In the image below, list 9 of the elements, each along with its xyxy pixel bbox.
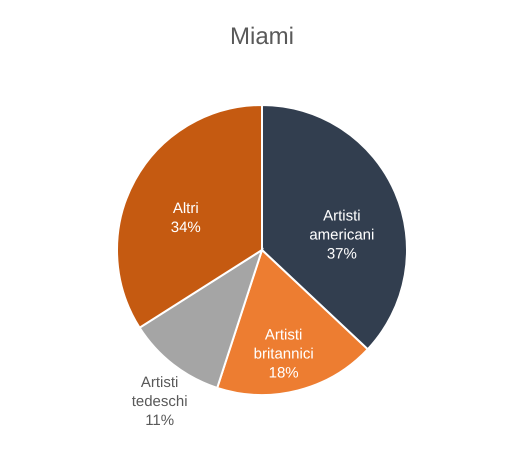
slice-label: Artisti americani [309,207,374,244]
chart-title: Miami [230,23,294,50]
data-label: 18% [268,364,299,382]
slice-label: Artisti britannici [254,326,314,362]
data-label: 37% [326,245,357,262]
data-label: 11% [145,412,174,429]
slice-label: Artisti tedeschi [132,374,188,410]
slice-label: Altri [172,200,199,218]
data-label: 34% [170,219,201,236]
